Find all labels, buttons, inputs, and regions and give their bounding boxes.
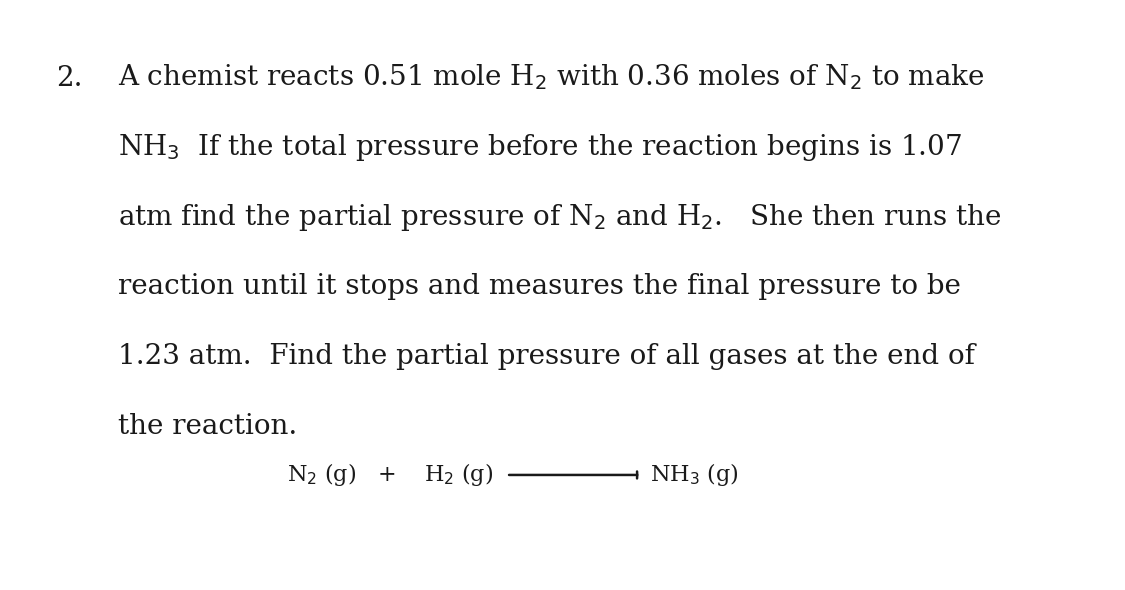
Text: reaction until it stops and measures the final pressure to be: reaction until it stops and measures the… xyxy=(118,273,961,300)
Text: the reaction.: the reaction. xyxy=(118,412,297,440)
Text: atm find the partial pressure of N$_2$ and H$_2$.   She then runs the: atm find the partial pressure of N$_2$ a… xyxy=(118,202,1001,233)
Text: A chemist reacts 0.51 mole H$_2$ with 0.36 moles of N$_2$ to make: A chemist reacts 0.51 mole H$_2$ with 0.… xyxy=(118,63,984,93)
Text: NH$_3$ (g): NH$_3$ (g) xyxy=(650,461,739,489)
Text: 2.: 2. xyxy=(56,64,83,91)
Text: N$_2$ (g)   +    H$_2$ (g): N$_2$ (g) + H$_2$ (g) xyxy=(287,461,493,489)
Text: 1.23 atm.  Find the partial pressure of all gases at the end of: 1.23 atm. Find the partial pressure of a… xyxy=(118,343,975,370)
Text: NH$_3$  If the total pressure before the reaction begins is 1.07: NH$_3$ If the total pressure before the … xyxy=(118,132,962,163)
